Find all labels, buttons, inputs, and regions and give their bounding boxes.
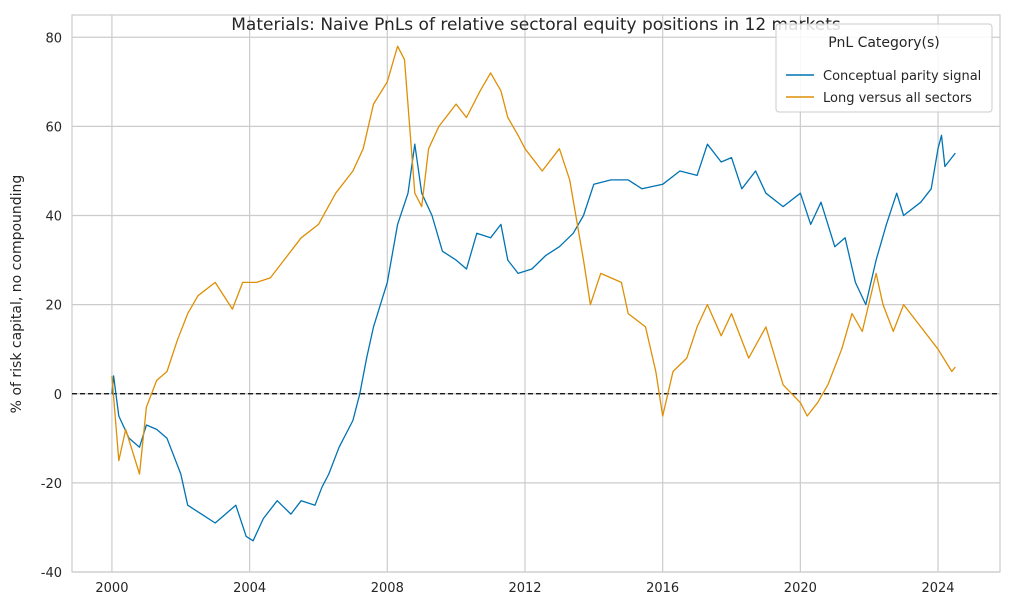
legend-label-0: Conceptual parity signal xyxy=(823,69,981,84)
x-tick-label: 2016 xyxy=(646,581,679,596)
legend-title: PnL Category(s) xyxy=(828,35,940,51)
x-tick-label: 2012 xyxy=(508,581,541,596)
y-tick-label: 40 xyxy=(45,210,62,225)
y-tick-label: 80 xyxy=(45,31,62,46)
y-tick-label: 0 xyxy=(54,388,62,403)
x-tick-label: 2020 xyxy=(784,581,817,596)
y-tick-label: -20 xyxy=(41,477,62,492)
series-line-0 xyxy=(111,134,956,542)
x-tick-label: 2008 xyxy=(371,581,404,596)
series-lines xyxy=(111,45,956,542)
chart-title: Materials: Naive PnLs of relative sector… xyxy=(231,15,841,35)
y-tick-label: 20 xyxy=(45,299,62,314)
ticks: 2000 2004 2008 2012 2016 2020 2024 -40 -20 0 20 40 6… xyxy=(41,31,955,596)
y-tick-label: -40 xyxy=(41,566,62,581)
x-tick-label: 2024 xyxy=(921,581,954,596)
legend-label-1: Long versus all sectors xyxy=(823,91,972,106)
y-tick-label: 60 xyxy=(45,120,62,135)
x-tick-label: 2004 xyxy=(233,581,266,596)
legend: PnL Category(s) Conceptual parity signal… xyxy=(775,23,993,113)
series-line-1 xyxy=(111,45,956,475)
x-tick-label: 2000 xyxy=(95,581,128,596)
y-axis-label: % of risk capital, no compounding xyxy=(9,175,25,414)
